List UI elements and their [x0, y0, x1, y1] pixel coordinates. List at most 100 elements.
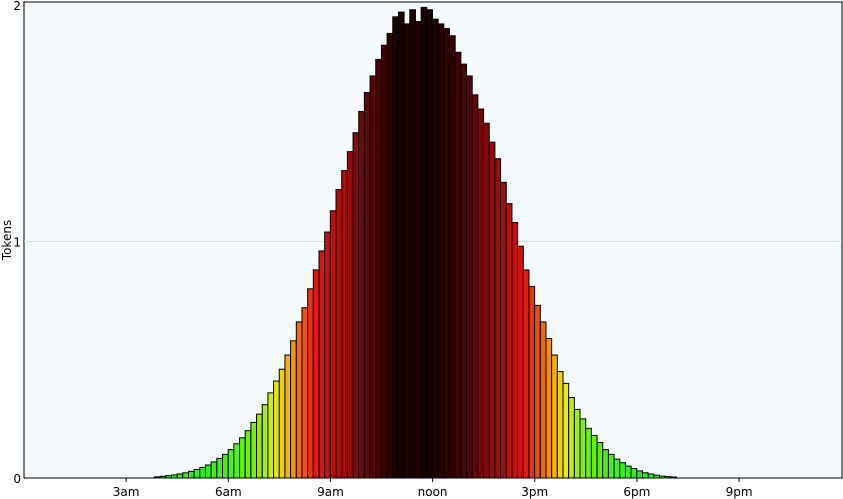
- bar-4: [176, 473, 184, 479]
- bar-77: [590, 434, 598, 479]
- bar-30: [324, 231, 331, 479]
- bar-1: [159, 475, 167, 479]
- bar-0: [153, 476, 161, 479]
- axes: 0 1 2 3am 6am 9am noon 3pm 6pm 9pm: [13, 0, 752, 499]
- x-tick-label-5: 6pm: [623, 485, 650, 499]
- bar-9: [204, 464, 212, 479]
- bar-22: [278, 368, 286, 479]
- bar-83: [624, 465, 632, 479]
- bar-44: [403, 23, 411, 479]
- bar-27: [307, 288, 314, 479]
- bar-74: [573, 408, 581, 479]
- bar-29: [318, 250, 326, 479]
- bar-70: [551, 354, 558, 479]
- bar-28: [312, 269, 320, 479]
- bar-19: [261, 404, 269, 479]
- bar-48: [426, 9, 433, 479]
- bar-69: [545, 337, 553, 479]
- x-tick-label-2: 9am: [317, 485, 344, 499]
- x-tick-label-4: 3pm: [521, 485, 548, 499]
- bar-17: [250, 421, 258, 479]
- bar-73: [568, 397, 575, 479]
- bar-47: [420, 6, 428, 479]
- bar-35: [352, 132, 360, 479]
- bar-88: [653, 474, 660, 479]
- bar-12: [222, 453, 229, 479]
- bar-21: [273, 380, 280, 479]
- bar-66: [528, 285, 536, 479]
- bar-31: [329, 210, 337, 479]
- bar-50: [437, 23, 445, 479]
- bar-86: [641, 472, 649, 479]
- bar-84: [630, 468, 638, 479]
- bar-36: [358, 110, 365, 479]
- bar-38: [369, 75, 377, 479]
- bar-63: [511, 222, 519, 479]
- bar-67: [534, 304, 541, 479]
- bar-49: [431, 18, 439, 479]
- bar-39: [375, 58, 382, 479]
- bar-57: [477, 108, 485, 479]
- bar-52: [449, 35, 456, 479]
- bar-81: [613, 458, 621, 479]
- bar-16: [244, 430, 252, 479]
- bar-64: [517, 245, 524, 479]
- bar-51: [443, 28, 451, 479]
- bar-33: [341, 170, 348, 479]
- bar-26: [301, 307, 309, 479]
- x-tick-label-0: 3am: [113, 485, 140, 499]
- bar-23: [284, 354, 292, 479]
- y-axis-title: Tokens: [0, 220, 14, 261]
- bar-75: [579, 418, 587, 479]
- bar-8: [199, 466, 206, 479]
- bar-85: [636, 470, 643, 479]
- bar-54: [460, 63, 468, 479]
- bar-60: [494, 158, 502, 479]
- bar-42: [392, 16, 399, 479]
- bar-45: [409, 9, 416, 479]
- bar-11: [216, 457, 224, 479]
- bars: [153, 6, 678, 479]
- bar-72: [562, 382, 570, 479]
- bar-82: [619, 462, 626, 479]
- bar-3: [170, 474, 178, 479]
- bar-43: [397, 11, 405, 479]
- bar-62: [505, 203, 513, 479]
- bar-79: [602, 449, 609, 479]
- bar-25: [295, 321, 303, 479]
- bar-32: [335, 188, 343, 479]
- bar-91: [670, 476, 678, 479]
- bar-58: [483, 122, 490, 479]
- bar-80: [607, 453, 615, 479]
- bar-5: [182, 472, 189, 479]
- bar-15: [239, 437, 246, 479]
- bar-20: [267, 392, 275, 479]
- bar-18: [256, 413, 263, 479]
- bar-71: [556, 371, 564, 479]
- bar-61: [500, 181, 507, 479]
- bar-59: [488, 141, 496, 479]
- y-tick-label-0: 0: [13, 472, 21, 486]
- bar-68: [539, 321, 547, 479]
- bar-46: [414, 21, 422, 479]
- bar-55: [466, 75, 473, 479]
- x-tick-label-6: 9pm: [726, 485, 753, 499]
- bar-24: [290, 340, 297, 479]
- bar-40: [380, 44, 388, 479]
- bar-34: [346, 151, 354, 479]
- y-tick-label-2: 2: [13, 0, 21, 13]
- bar-13: [227, 449, 235, 479]
- bar-90: [664, 476, 672, 479]
- y-tick-label-1: 1: [13, 236, 21, 250]
- bar-53: [454, 51, 462, 479]
- bar-78: [596, 442, 604, 479]
- x-tick-label-3: noon: [418, 485, 448, 499]
- bar-10: [210, 461, 218, 479]
- bar-7: [193, 468, 201, 479]
- bar-56: [471, 94, 479, 479]
- bar-76: [585, 427, 592, 479]
- bar-14: [233, 443, 241, 479]
- bar-2: [165, 475, 172, 479]
- bar-65: [522, 269, 530, 479]
